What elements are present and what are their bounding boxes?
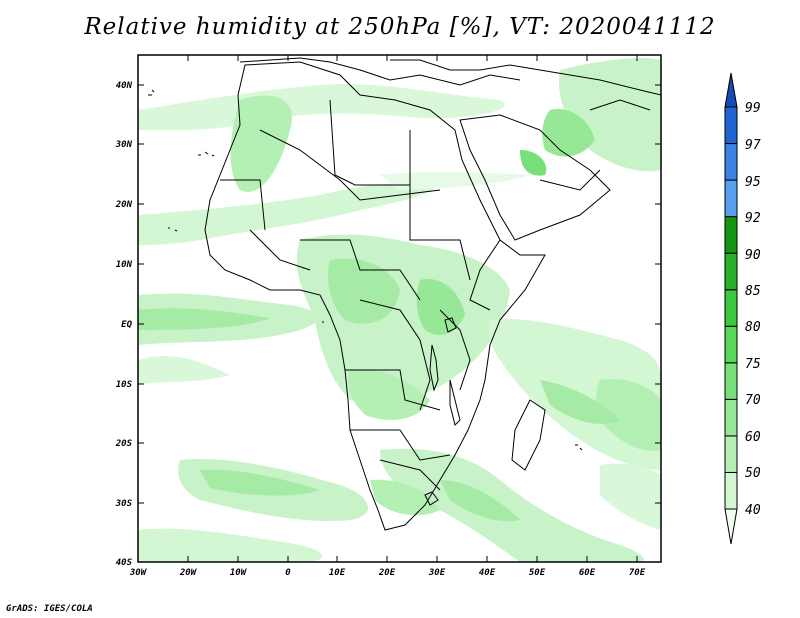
humidity-shading: [138, 58, 661, 562]
lat-tick-label: 20N: [115, 200, 133, 210]
lat-tick-label: 30N: [115, 140, 133, 150]
colorbar-bottom-arrow: [724, 508, 738, 545]
lat-axis: 40N 30N 20N 10N EQ 10S 20S 30S 40S: [115, 81, 661, 568]
lat-tick-label: 30S: [115, 499, 133, 509]
colorbar-segment: [724, 143, 738, 181]
colorbar-top-arrow: [724, 72, 738, 108]
colorbar-segment: [724, 471, 738, 510]
colorbar-segment: [724, 398, 738, 437]
lon-tick-label: 60E: [579, 568, 596, 578]
colorbar-segment: [724, 252, 738, 291]
colorbar-label: 92: [745, 211, 761, 226]
colorbar-segment: [724, 289, 738, 327]
map-frame: [137, 54, 662, 563]
colorbar-segment: [724, 325, 738, 364]
colorbar-label: 50: [745, 466, 761, 481]
colorbar-label: 99: [745, 101, 761, 116]
colorbar-segment: [724, 362, 738, 400]
lon-tick-label: 20E: [378, 568, 396, 578]
colorbar-label: 70: [745, 393, 761, 408]
lon-tick-label: 50E: [529, 568, 546, 578]
colorbar-segment: [724, 435, 738, 473]
colorbar-label: 90: [745, 248, 761, 263]
coastlines: [204, 57, 661, 531]
lat-tick-label: EQ: [121, 320, 132, 330]
colorbar-label: 40: [745, 503, 761, 518]
colorbar-label: 95: [745, 175, 761, 190]
lon-axis: 30W 20W 10W 0 10E 20E 30E 40E 50E 60E 70…: [129, 55, 646, 578]
colorbar-label: 97: [745, 138, 761, 153]
colorbar: 99 97 95 92 90 85 80 75 70 60 50 40: [724, 72, 761, 545]
colorbar-segment: [724, 106, 738, 145]
colorbar-segment: [724, 216, 738, 254]
lon-tick-label: 0: [285, 568, 291, 578]
lon-tick-label: 10E: [329, 568, 346, 578]
islands: [148, 89, 583, 451]
lat-tick-label: 10N: [116, 260, 133, 270]
lat-tick-label: 10S: [116, 380, 133, 390]
colorbar-label: 80: [745, 320, 761, 335]
lat-tick-label: 40N: [116, 81, 133, 91]
map-title: Relative humidity at 250hPa [%], VT: 202…: [84, 14, 716, 40]
lon-tick-label: 70E: [629, 568, 646, 578]
colorbar-label: 85: [745, 284, 761, 299]
grads-credit: GrADS: IGES/COLA: [6, 604, 93, 614]
colorbar-label: 75: [745, 357, 761, 372]
lon-tick-label: 10W: [230, 568, 248, 578]
lat-tick-label: 40S: [116, 558, 133, 568]
lon-tick-label: 30W: [129, 568, 148, 578]
lon-tick-label: 30E: [428, 568, 446, 578]
colorbar-label: 60: [745, 430, 761, 445]
lon-tick-label: 20W: [179, 568, 198, 578]
lat-tick-label: 20S: [115, 439, 133, 449]
lon-tick-label: 40E: [479, 568, 496, 578]
colorbar-segment: [724, 179, 738, 218]
